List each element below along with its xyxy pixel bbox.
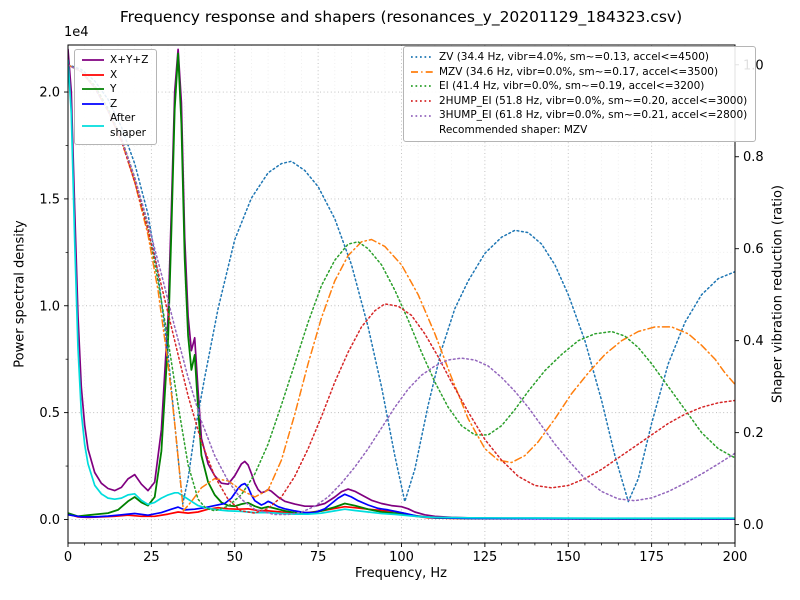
series-2hump-ei (68, 64, 735, 514)
y-right-tick-label: 0.6 (743, 242, 764, 257)
series-zv (68, 64, 735, 505)
y-left-tick-label: 1.5 (39, 192, 60, 207)
x-tick-label: 200 (723, 550, 748, 565)
legend-entry: Y (81, 82, 148, 97)
x-tick-label: 0 (64, 550, 72, 565)
legend-entry-label: 3HUMP_EI (61.8 Hz, vibr=0.0%, sm~=0.21, … (439, 109, 748, 122)
legend-note-spacer (410, 124, 434, 136)
legend-entry: 2HUMP_EI (51.8 Hz, vibr=0.0%, sm~=0.20, … (410, 94, 747, 109)
x-tick-label: 100 (389, 550, 414, 565)
y-left-tick-label: 0.5 (39, 406, 60, 421)
series-after-shaper (68, 59, 735, 520)
series-3hump-ei (68, 64, 735, 516)
legend-entry-label: 2HUMP_EI (51.8 Hz, vibr=0.0%, sm~=0.20, … (439, 94, 748, 107)
legend-entry: ZV (34.4 Hz, vibr=4.0%, sm~=0.13, accel<… (410, 50, 747, 65)
legend-entry-label: After shaper (110, 112, 147, 139)
legend-entry: X (81, 68, 148, 83)
legend-line-swatch (411, 114, 433, 117)
y-left-tick-label: 1.0 (39, 299, 60, 314)
legend-line-swatch (82, 125, 104, 127)
legend-entry-label: MZV (34.6 Hz, vibr=0.0%, sm~=0.17, accel… (439, 65, 719, 78)
legend-shapers: ZV (34.4 Hz, vibr=4.0%, sm~=0.13, accel<… (403, 46, 757, 142)
legend-entry-label: Z (110, 97, 118, 110)
y-axis-offset-text: 1e4 (64, 25, 89, 40)
legend-line-swatch (82, 59, 104, 62)
y-right-tick-label: 0.8 (743, 150, 764, 165)
legend-entry-label: EI (41.4 Hz, vibr=0.0%, sm~=0.19, accel<… (439, 80, 705, 93)
y-right-tick-label: 0.2 (743, 426, 764, 441)
legend-entry: EI (41.4 Hz, vibr=0.0%, sm~=0.19, accel<… (410, 79, 747, 94)
legend-entry: After shaper (81, 111, 148, 140)
legend-recommended-note: Recommended shaper: MZV (410, 123, 747, 138)
legend-entry: X+Y+Z (81, 53, 148, 68)
legend-line-swatch (411, 100, 433, 102)
series-x-y-z (68, 48, 735, 520)
legend-entry-label: X (110, 68, 118, 81)
legend-entry: 3HUMP_EI (61.8 Hz, vibr=0.0%, sm~=0.21, … (410, 108, 747, 123)
x-tick-label: 25 (143, 550, 160, 565)
series-ei (68, 64, 735, 512)
legend-entry-label: Y (110, 83, 117, 96)
y-right-axis-label: Shaper vibration reduction (ratio) (770, 185, 786, 403)
x-tick-label: 175 (639, 550, 664, 565)
series-mzv (68, 64, 735, 512)
x-axis-label: Frequency, Hz (354, 566, 448, 581)
x-tick-label: 75 (310, 550, 327, 565)
legend-entry: MZV (34.6 Hz, vibr=0.0%, sm~=0.17, accel… (410, 65, 747, 80)
x-tick-label: 50 (226, 550, 243, 565)
y-left-tick-label: 0.0 (39, 513, 60, 528)
chart-title: Frequency response and shapers (resonanc… (119, 8, 683, 26)
x-tick-label: 150 (556, 550, 581, 565)
y-right-tick-label: 0.4 (743, 334, 764, 349)
legend-line-swatch (411, 85, 433, 88)
y-left-axis-label: Power spectral density (12, 220, 28, 368)
legend-line-swatch (411, 71, 433, 73)
series-z (68, 482, 735, 520)
legend-line-swatch (82, 103, 104, 105)
legend-line-swatch (411, 56, 433, 59)
legend-entry-label: X+Y+Z (110, 54, 149, 66)
legend-line-swatch (82, 88, 104, 91)
legend-psd: X+Y+Z X Y Z After shaper (74, 49, 158, 145)
recommended-shaper-text: Recommended shaper: MZV (439, 123, 588, 136)
y-right-tick-label: 0.0 (743, 518, 764, 533)
x-tick-label: 125 (472, 550, 497, 565)
legend-line-swatch (82, 74, 104, 76)
y-left-tick-label: 2.0 (39, 86, 60, 101)
legend-entry: Z (81, 97, 148, 112)
legend-entry-label: ZV (34.4 Hz, vibr=4.0%, sm~=0.13, accel<… (439, 51, 709, 63)
